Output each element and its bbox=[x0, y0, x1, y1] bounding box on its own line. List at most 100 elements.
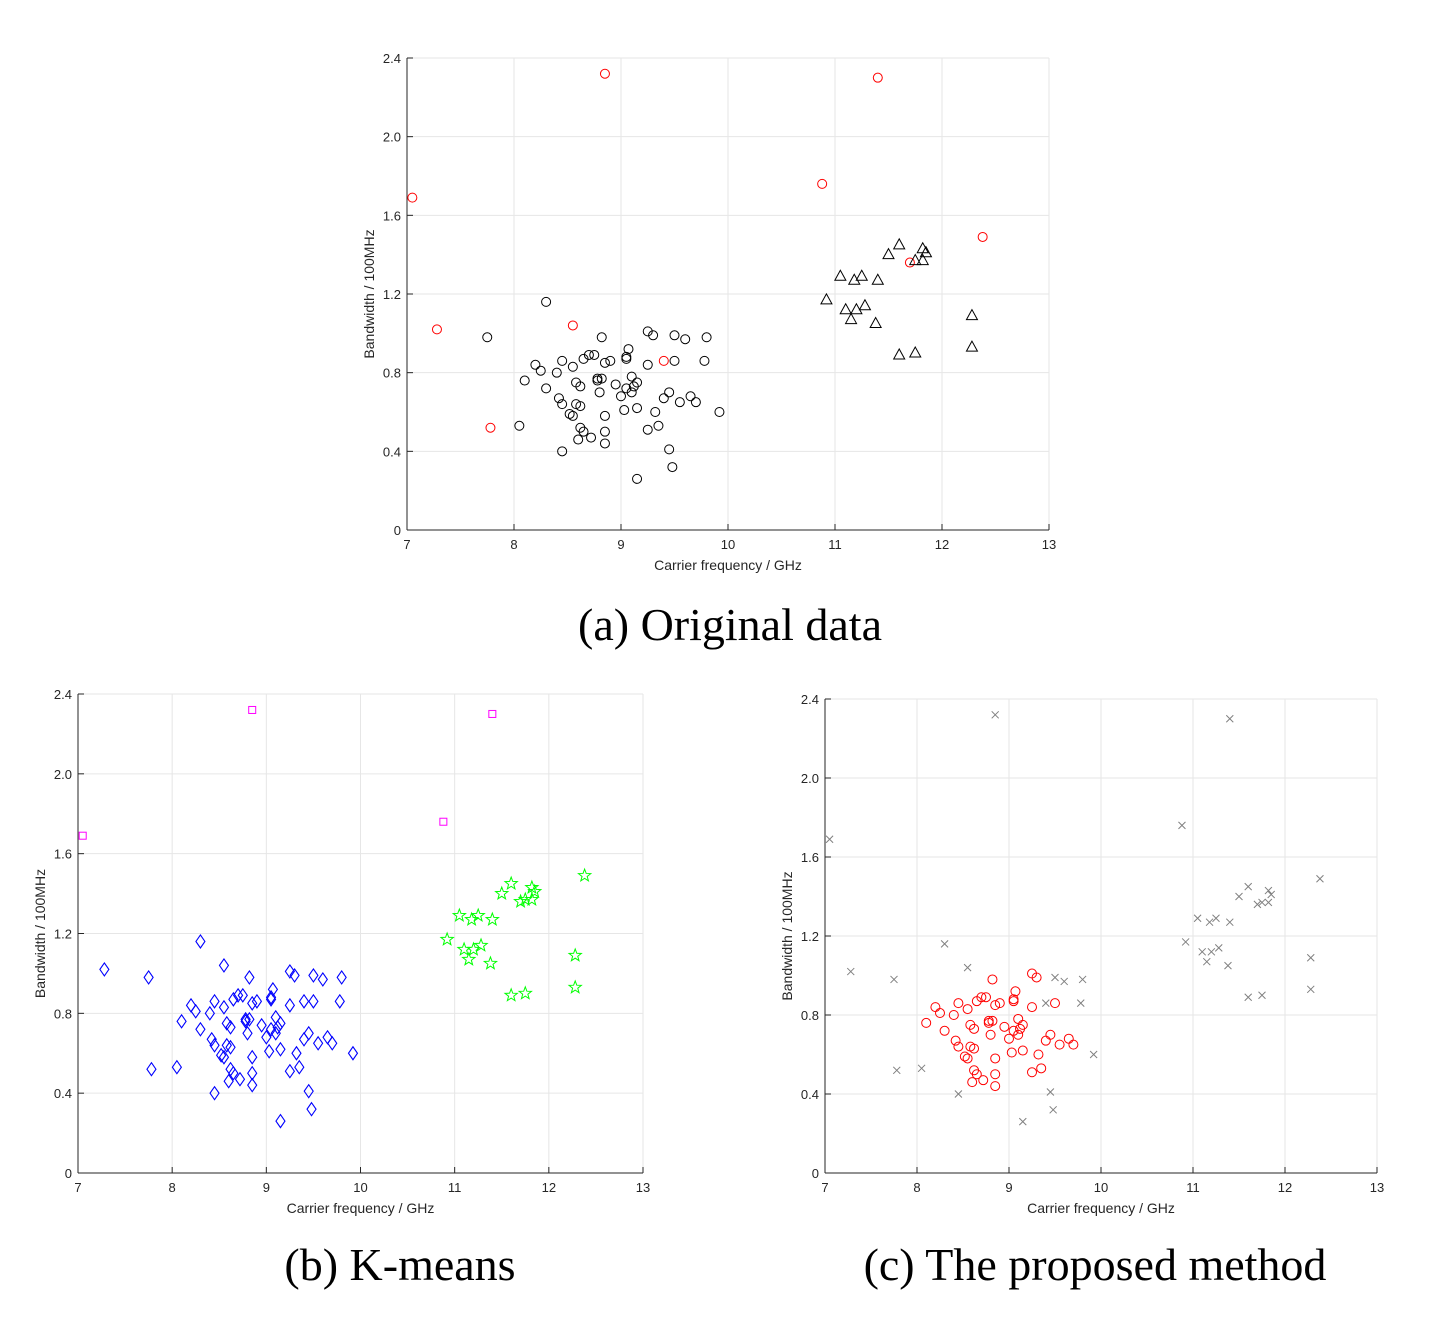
y-tick-label: 2.0 bbox=[801, 771, 819, 786]
data-point-star bbox=[524, 891, 540, 907]
data-point-circle bbox=[953, 1041, 964, 1052]
data-point-cross bbox=[1202, 957, 1211, 966]
data-point-cross bbox=[1244, 993, 1253, 1002]
data-point-cross bbox=[1018, 1117, 1027, 1126]
y-tick-label: 2.4 bbox=[54, 687, 72, 702]
data-point-diamond bbox=[294, 1059, 305, 1075]
data-point-circle bbox=[921, 1017, 932, 1028]
x-tick-label: 9 bbox=[263, 1180, 270, 1195]
x-tick-label: 12 bbox=[1278, 1180, 1292, 1195]
data-point-circle bbox=[872, 72, 883, 83]
data-point-star bbox=[494, 885, 510, 901]
data-point-triangle bbox=[858, 298, 872, 311]
data-point-cross bbox=[940, 940, 949, 948]
data-point-diamond bbox=[247, 1049, 258, 1065]
data-point-circle bbox=[610, 379, 621, 390]
data-point-star bbox=[451, 907, 467, 922]
data-point-circle bbox=[557, 399, 568, 410]
data-point-star bbox=[503, 987, 519, 1002]
data-point-circle bbox=[592, 375, 603, 386]
data-point-triangle bbox=[869, 316, 883, 328]
data-point-star bbox=[513, 893, 529, 909]
x-tick-label: 13 bbox=[636, 1180, 650, 1195]
y-axis-label: Bandwidth / 100MHz bbox=[779, 871, 795, 1000]
data-point-cross bbox=[1198, 947, 1207, 956]
data-point-circle bbox=[482, 332, 493, 343]
y-axis-label: Bandwidth / 100MHz bbox=[361, 229, 377, 358]
data-point-circle bbox=[599, 426, 610, 437]
data-point-star bbox=[461, 951, 477, 966]
y-tick-label: 1.2 bbox=[383, 287, 401, 302]
data-point-diamond bbox=[232, 987, 244, 1003]
data-point-cross bbox=[1205, 918, 1214, 927]
data-point-circle bbox=[1013, 1029, 1024, 1040]
caption-original-data: (a) Original data bbox=[578, 599, 882, 650]
data-point-circle bbox=[1040, 1035, 1051, 1046]
data-point-circle bbox=[1054, 1039, 1065, 1050]
y-tick-label: 1.2 bbox=[54, 927, 72, 942]
data-point-star bbox=[470, 907, 486, 922]
data-point-diamond bbox=[146, 1061, 157, 1077]
x-tick-label: 9 bbox=[617, 537, 624, 552]
data-point-diamond bbox=[312, 1035, 324, 1051]
y-tick-label: 0.4 bbox=[54, 1086, 72, 1101]
data-point-circle bbox=[994, 998, 1005, 1009]
series-square bbox=[78, 705, 497, 840]
data-point-circle bbox=[653, 420, 664, 431]
data-point-circle bbox=[953, 998, 964, 1009]
data-point-circle bbox=[535, 365, 546, 376]
data-point-circle bbox=[599, 438, 610, 449]
y-tick-label: 2.4 bbox=[801, 692, 819, 707]
data-point-circle bbox=[667, 462, 678, 473]
data-point-star bbox=[527, 883, 543, 899]
data-point-circle bbox=[567, 361, 578, 372]
data-point-circle bbox=[575, 381, 586, 392]
data-point-circle bbox=[1036, 1063, 1047, 1074]
y-tick-label: 1.6 bbox=[801, 850, 819, 865]
data-point-diamond bbox=[206, 1031, 217, 1047]
data-point-circle bbox=[599, 410, 610, 421]
data-point-diamond bbox=[242, 1025, 253, 1041]
data-point-triangle bbox=[871, 273, 885, 285]
data-point-circle bbox=[1027, 1067, 1037, 1078]
data-point-circle bbox=[514, 420, 525, 431]
data-point-cross bbox=[1076, 999, 1085, 1008]
y-tick-label: 0.8 bbox=[54, 1006, 72, 1021]
data-point-diamond bbox=[218, 1049, 230, 1065]
data-point-circle bbox=[978, 1075, 989, 1086]
data-point-diamond bbox=[284, 1063, 296, 1079]
data-point-cross bbox=[1235, 892, 1243, 901]
data-point-circle bbox=[962, 1004, 973, 1015]
data-point-circle bbox=[664, 444, 675, 455]
data-point-cross bbox=[825, 835, 834, 844]
data-point-diamond bbox=[221, 1037, 232, 1053]
data-point-square bbox=[439, 817, 448, 826]
caption-k-means: (b) K-means bbox=[284, 1239, 516, 1290]
series-star bbox=[439, 867, 593, 1002]
data-point-diamond bbox=[99, 961, 110, 977]
data-point-diamond bbox=[317, 971, 329, 987]
x-tick-label: 7 bbox=[403, 537, 410, 552]
data-point-circle bbox=[642, 326, 653, 337]
data-point-circle bbox=[969, 1023, 980, 1034]
data-point-circle bbox=[658, 393, 669, 404]
data-point-diamond bbox=[190, 1003, 201, 1019]
data-point-circle bbox=[530, 359, 541, 370]
data-point-cross bbox=[1224, 961, 1232, 970]
data-point-circle bbox=[990, 1081, 1001, 1092]
data-point-cross bbox=[1258, 898, 1266, 907]
y-tick-label: 0 bbox=[65, 1166, 72, 1181]
caption-proposed-method: (c) The proposed method bbox=[863, 1239, 1327, 1290]
data-point-circle bbox=[658, 355, 669, 366]
x-tick-label: 12 bbox=[935, 537, 949, 552]
data-point-circle bbox=[1031, 972, 1042, 983]
data-point-cross bbox=[954, 1090, 963, 1098]
data-point-circle bbox=[817, 178, 828, 189]
y-tick-label: 2.4 bbox=[383, 51, 401, 66]
data-point-triangle bbox=[965, 340, 979, 352]
x-tick-label: 10 bbox=[1094, 1180, 1108, 1195]
data-point-circle bbox=[567, 320, 578, 331]
data-point-cross bbox=[1244, 882, 1253, 891]
x-tick-label: 7 bbox=[821, 1180, 828, 1195]
data-point-circle bbox=[669, 330, 680, 341]
